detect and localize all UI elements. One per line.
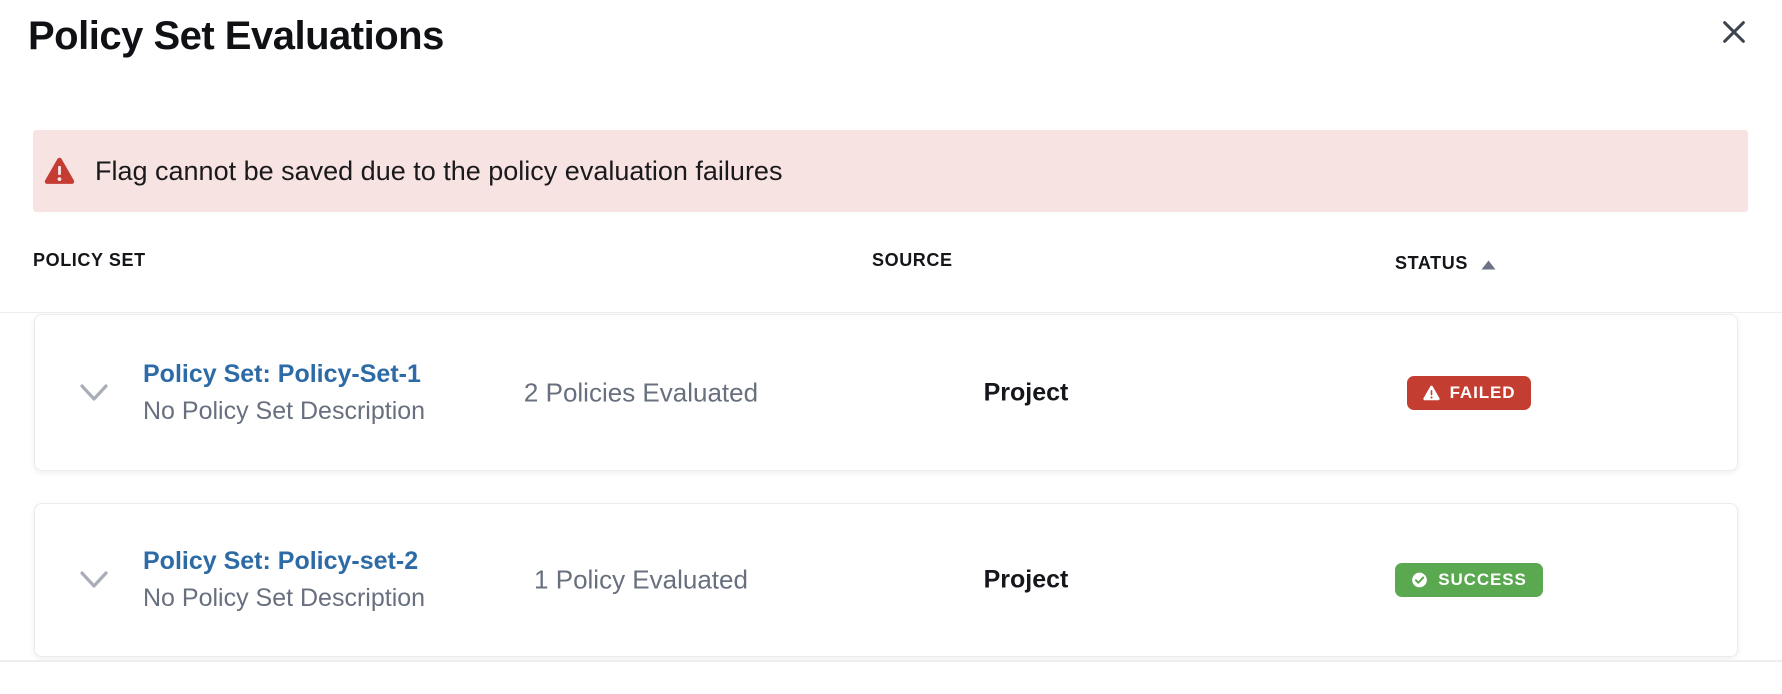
policy-set-cell: Policy Set: Policy-Set-1 No Policy Set D… (143, 356, 425, 430)
policies-evaluated-count: 2 Policies Evaluated (523, 377, 759, 407)
status-badge-success: SUCCESS (1395, 563, 1543, 597)
column-header-status-label: STATUS (1395, 253, 1468, 273)
column-header-status[interactable]: STATUS (1395, 253, 1496, 274)
status-badge-label: SUCCESS (1438, 570, 1527, 589)
source-value: Project (983, 565, 1069, 594)
expand-row-button[interactable] (77, 566, 111, 594)
error-alert-banner: Flag cannot be saved due to the policy e… (33, 130, 1748, 212)
alert-message: Flag cannot be saved due to the policy e… (95, 155, 783, 186)
policy-set-link[interactable]: Policy Set: Policy-set-2 (143, 547, 419, 575)
status-badge-failed: FAILED (1406, 375, 1532, 410)
status-cell: FAILED (1319, 375, 1619, 410)
policy-set-link[interactable]: Policy Set: Policy-Set-1 (143, 359, 421, 388)
status-badge-label: FAILED (1449, 382, 1516, 402)
policy-set-description: No Policy Set Description (143, 584, 426, 612)
policy-set-row: Policy Set: Policy-set-2 No Policy Set D… (34, 503, 1738, 657)
chevron-down-icon (80, 571, 108, 588)
sort-ascending-icon (1481, 260, 1496, 269)
expand-row-button[interactable] (77, 379, 111, 407)
close-button[interactable] (1714, 12, 1754, 52)
source-value: Project (983, 378, 1069, 406)
table-top-divider (0, 312, 1782, 313)
status-cell: SUCCESS (1319, 563, 1619, 597)
check-circle-icon (1412, 572, 1428, 588)
table-bottom-divider (0, 660, 1782, 662)
chevron-down-icon (80, 383, 108, 401)
column-header-policy-set: POLICY SET (33, 250, 146, 270)
policies-evaluated-count: 1 Policy Evaluated (534, 564, 748, 595)
close-icon (1723, 21, 1745, 43)
warning-triangle-icon (44, 157, 75, 184)
policy-set-cell: Policy Set: Policy-set-2 No Policy Set D… (143, 543, 425, 617)
modal-title: Policy Set Evaluations (28, 14, 444, 58)
policy-set-description: No Policy Set Description (143, 396, 426, 425)
warning-triangle-icon (1422, 385, 1440, 400)
column-header-source: SOURCE (872, 250, 953, 270)
policy-set-row: Policy Set: Policy-Set-1 No Policy Set D… (34, 314, 1738, 471)
